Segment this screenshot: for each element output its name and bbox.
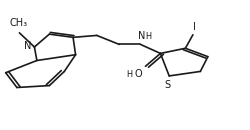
Text: N: N [24,41,32,51]
Text: N: N [138,31,145,41]
Text: H: H [126,70,132,79]
Text: I: I [193,22,196,32]
Text: H: H [145,32,151,41]
Text: S: S [164,80,170,90]
Text: O: O [134,69,141,79]
Text: CH₃: CH₃ [9,18,27,28]
